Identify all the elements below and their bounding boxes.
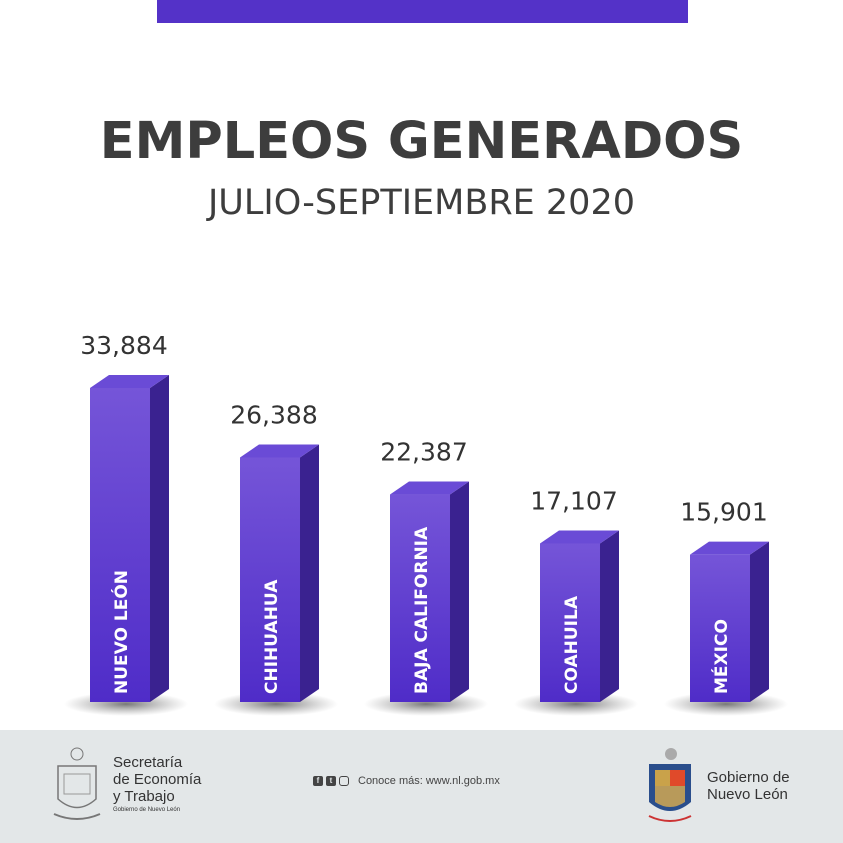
bar-side xyxy=(150,375,169,702)
social-links: f t Conoce más: www.nl.gob.mx xyxy=(313,775,500,787)
bar xyxy=(240,457,300,702)
bar xyxy=(690,554,750,702)
category-label: CHIHUAHUA xyxy=(262,579,282,694)
secretaria-label: Secretaría de Economía y Trabajo Gobiern… xyxy=(113,754,201,815)
bar-top xyxy=(390,481,469,495)
value-label: 17,107 xyxy=(530,486,617,515)
category-label: NUEVO LEÓN xyxy=(110,570,132,694)
page-subtitle: JULIO-SEPTIEMBRE 2020 xyxy=(207,183,635,223)
gobierno-label: Gobierno de Nuevo León xyxy=(707,769,790,803)
secretaria-subtitle: Gobierno de Nuevo León xyxy=(113,807,181,813)
bar-side xyxy=(750,541,769,702)
value-label: 15,901 xyxy=(680,498,767,527)
bar-top xyxy=(540,530,619,544)
gobierno-line-2: Nuevo León xyxy=(707,786,788,803)
secretaria-line-2: de Economía xyxy=(113,771,202,788)
gobierno-line-1: Gobierno de xyxy=(707,769,790,786)
value-label: 26,388 xyxy=(230,400,317,429)
bar-top xyxy=(690,541,769,555)
value-label: 33,884 xyxy=(80,331,167,360)
secretaria-seal-logo xyxy=(53,747,101,820)
category-label: BAJA CALIFORNIA xyxy=(412,526,432,694)
footer: Secretaría de Economía y Trabajo Gobiern… xyxy=(0,730,843,843)
nuevo-leon-coat-of-arms-logo xyxy=(648,748,692,822)
secretaria-line-1: Secretaría xyxy=(113,754,183,771)
top-accent-bar xyxy=(157,0,688,23)
facebook-icon[interactable]: f xyxy=(313,776,323,786)
bar-side xyxy=(600,530,619,702)
bar-top xyxy=(240,444,319,458)
category-label: MÉXICO xyxy=(710,619,732,694)
bar-chart: 33,884 NUEVO LEÓN 26,388 CHIHUAHUA 22,387 BAJ… xyxy=(64,331,788,716)
twitter-icon[interactable]: t xyxy=(326,776,336,786)
secretaria-line-3: y Trabajo xyxy=(113,788,175,805)
value-label: 22,387 xyxy=(380,438,467,467)
category-label: COAHUILA xyxy=(562,595,582,694)
bar xyxy=(390,494,450,702)
bar xyxy=(90,388,150,702)
bar-top xyxy=(90,375,169,388)
bar-side xyxy=(300,444,319,702)
instagram-icon[interactable] xyxy=(339,776,349,786)
bar-side xyxy=(450,481,469,702)
bar xyxy=(540,543,600,702)
page-title: EMPLEOS GENERADOS xyxy=(99,112,744,171)
website-link[interactable]: Conoce más: www.nl.gob.mx xyxy=(358,775,500,787)
